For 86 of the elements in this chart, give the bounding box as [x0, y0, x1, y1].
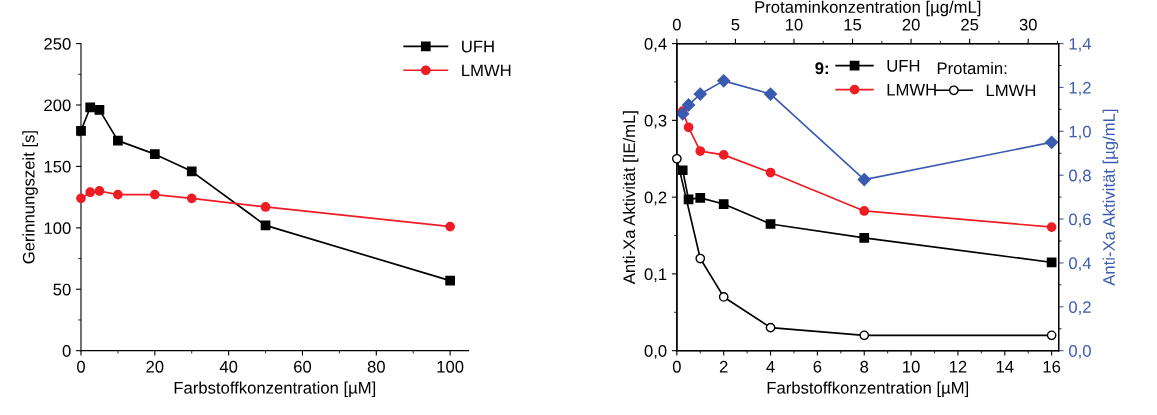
y2-tick-label: 0,6: [1069, 213, 1091, 228]
annotation: Protamin:: [937, 61, 1007, 75]
x-tick-label: 100: [437, 360, 464, 373]
y2-tick-label: 0,0: [1069, 345, 1091, 359]
x-tick-label: 8: [860, 360, 869, 373]
x2-tick-label: 15: [844, 18, 862, 31]
x-axis-title: Farbstoffkonzentration [µM]: [174, 381, 376, 398]
y2-tick-label: 0,8: [1069, 169, 1091, 184]
x-tick-label: 10: [903, 360, 920, 373]
point: [260, 202, 271, 212]
point: [765, 219, 776, 229]
y-tick-label: 0,2: [644, 191, 667, 206]
x2-tick-label: 20: [902, 18, 920, 31]
x2-tick-label: 25: [961, 18, 979, 31]
x-tick-label: 20: [146, 360, 164, 373]
point: [186, 166, 197, 177]
point: [718, 150, 729, 160]
y-tick-label: 0,0: [644, 345, 667, 359]
point: [85, 187, 96, 198]
y2-tick-label: 0,4: [1069, 257, 1092, 272]
y-tick-label: 0: [62, 345, 71, 357]
point: [693, 87, 707, 101]
y-tick-label: 0,4: [644, 37, 667, 52]
point: [76, 193, 86, 204]
y-tick-label: 50: [53, 283, 71, 296]
x-tick-label: 60: [294, 360, 312, 373]
point: [857, 172, 871, 187]
point: [85, 102, 96, 113]
point: [1046, 222, 1057, 232]
annotation: 9:: [815, 62, 828, 75]
y-tick-label: 0,1: [644, 268, 667, 283]
point: [695, 146, 706, 156]
point: [681, 98, 696, 112]
point: [113, 135, 123, 146]
x2-tick-label: 5: [731, 18, 740, 31]
y2-tick-label: 0,2: [1069, 301, 1091, 315]
point: [94, 186, 105, 196]
point: [695, 193, 706, 203]
y2-tick-label: 1,4: [1069, 38, 1092, 52]
x2-tick-label: 10: [785, 18, 803, 31]
x-tick-label: 12: [949, 360, 967, 373]
x-tick-label: 16: [1043, 360, 1061, 373]
point: [718, 199, 729, 209]
x-tick-label: 6: [813, 360, 822, 373]
legend-label: LMWH: [887, 83, 936, 96]
point: [113, 189, 123, 200]
x-tick-label: 4: [766, 361, 775, 373]
legend-label: UFH: [887, 60, 920, 72]
y-axis-title: Gerinnungszeit [s]: [22, 131, 38, 264]
point: [149, 189, 160, 200]
x-tick-label: 14: [996, 361, 1014, 373]
y-tick-label: 0,3: [644, 114, 667, 129]
point: [94, 105, 105, 115]
y2-axis-title: Anti-Xa Aktivität [µg/mL]: [1102, 109, 1119, 286]
point: [445, 275, 455, 286]
point: [445, 221, 455, 232]
y-axis-title: Anti-Xa Aktivität [IE/mL]: [622, 111, 639, 285]
point: [717, 74, 731, 88]
point: [765, 167, 776, 178]
y-tick-label: 150: [44, 160, 71, 173]
legend-label: LMWH: [986, 84, 1036, 97]
legend-label: LMWH: [462, 64, 511, 77]
point: [859, 232, 870, 243]
x2-axis-title: Protaminkonzentration [µg/mL]: [755, 0, 981, 17]
x-tick-label: 0: [672, 360, 681, 373]
point: [149, 149, 160, 159]
x2-tick-label: 30: [1019, 18, 1037, 31]
x-tick-label: 80: [367, 360, 385, 373]
y2-tick-label: 1,0: [1069, 125, 1091, 140]
point: [763, 87, 778, 101]
point: [676, 107, 690, 121]
y-tick-label: 100: [44, 222, 71, 235]
point: [186, 193, 197, 204]
x-tick-label: 0: [77, 360, 85, 373]
point: [76, 125, 86, 136]
x-axis-title: Farbstoffkonzentration [µM]: [767, 381, 969, 398]
point: [1045, 135, 1059, 149]
x-tick-label: 2: [719, 360, 728, 373]
point: [859, 206, 870, 216]
y-tick-label: 250: [44, 37, 71, 50]
y2-tick-label: 1,2: [1069, 81, 1091, 96]
legend-label: UFH: [462, 40, 494, 53]
x-tick-label: 40: [219, 360, 238, 373]
y-tick-label: 200: [44, 99, 71, 112]
x2-tick-label: 0: [672, 18, 681, 31]
point: [683, 122, 694, 133]
